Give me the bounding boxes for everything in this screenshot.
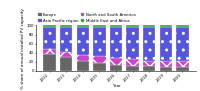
Bar — [110, 25, 122, 27]
Bar — [93, 27, 106, 56]
Bar — [160, 61, 172, 67]
Bar — [143, 61, 155, 66]
Bar — [160, 67, 172, 71]
Bar — [160, 25, 172, 27]
Bar — [143, 66, 155, 71]
Bar — [143, 25, 155, 27]
Bar — [60, 52, 72, 57]
Y-axis label: % share of annual installed PV capacity: % share of annual installed PV capacity — [21, 8, 25, 89]
Bar — [126, 25, 139, 27]
Bar — [93, 25, 106, 27]
Bar — [110, 58, 122, 65]
Bar — [43, 25, 56, 27]
Bar — [60, 57, 72, 71]
Bar — [126, 66, 139, 71]
Bar — [43, 54, 56, 71]
Bar — [43, 49, 56, 54]
Bar — [176, 25, 189, 27]
Bar — [176, 61, 189, 67]
Bar — [126, 59, 139, 66]
Bar — [77, 61, 89, 71]
X-axis label: Year: Year — [112, 84, 120, 88]
Bar — [60, 25, 72, 27]
Bar — [110, 27, 122, 58]
Bar — [77, 27, 89, 55]
Bar — [110, 65, 122, 71]
Bar — [43, 27, 56, 49]
Bar — [176, 67, 189, 71]
Bar — [126, 27, 139, 59]
Bar — [160, 27, 172, 61]
Bar — [60, 27, 72, 52]
Bar — [77, 55, 89, 61]
Legend: Europe, Asia Pacific region, North and South America, Middle East and Africa: Europe, Asia Pacific region, North and S… — [38, 13, 135, 23]
Bar — [77, 25, 89, 27]
Bar — [93, 56, 106, 63]
Bar — [93, 63, 106, 71]
Bar — [176, 27, 189, 61]
Bar — [143, 27, 155, 61]
